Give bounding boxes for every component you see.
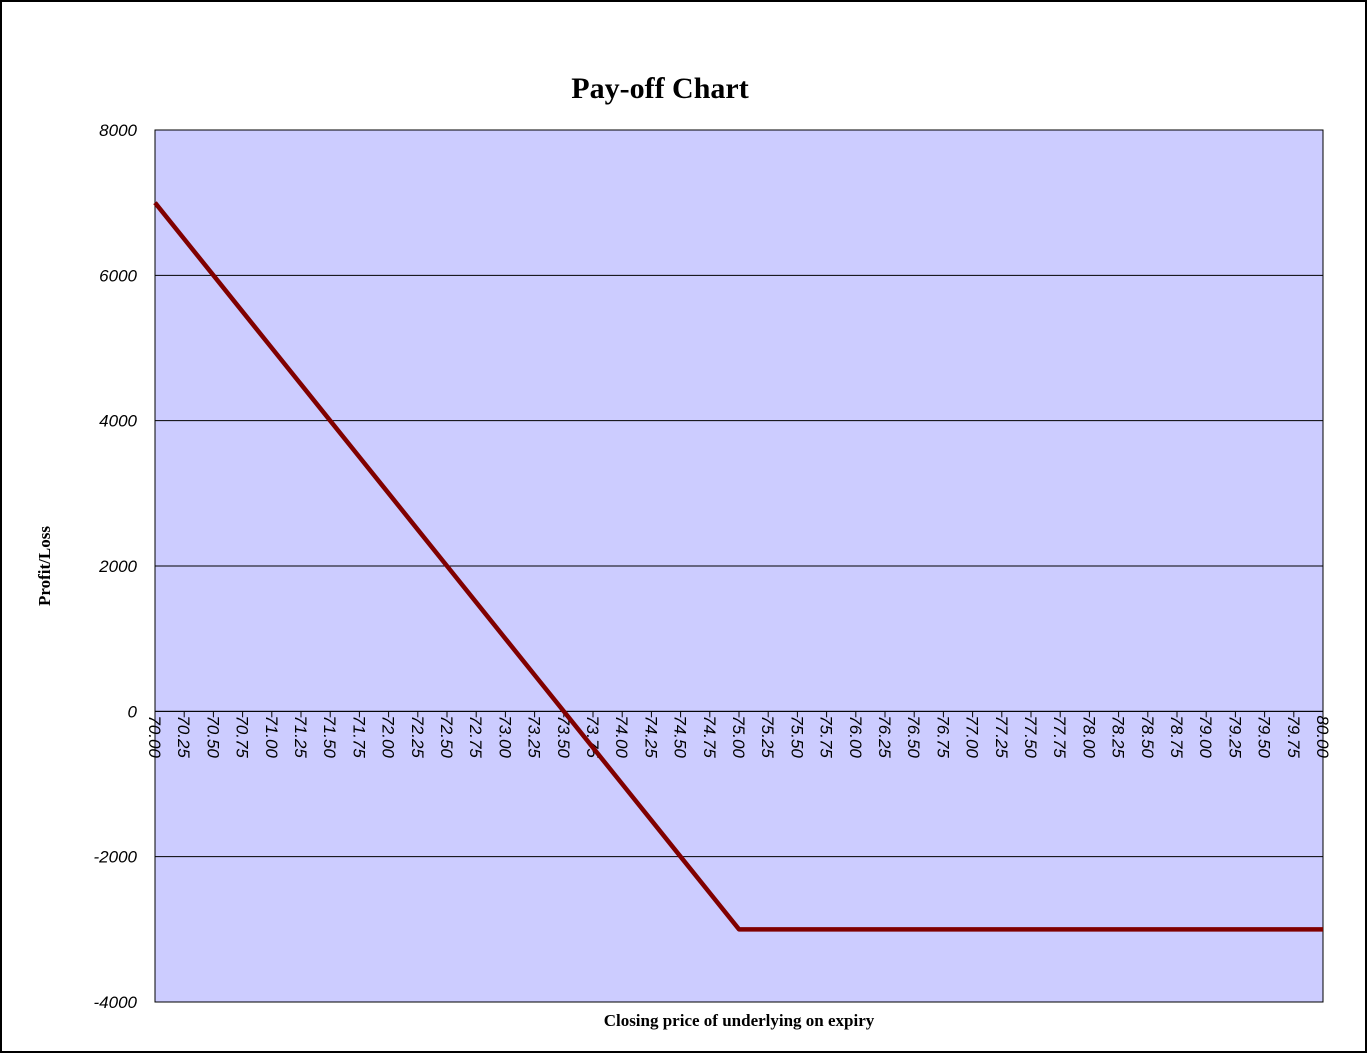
- y-tick-label: 0: [128, 702, 138, 721]
- x-tick-label: 70.50: [203, 715, 222, 758]
- x-tick-label: 75.50: [787, 715, 806, 758]
- x-tick-label: 75.00: [729, 715, 748, 758]
- x-tick-label: 78.50: [1138, 715, 1157, 758]
- x-tick-label: 74.75: [700, 715, 719, 758]
- x-tick-label: 72.25: [408, 715, 427, 758]
- x-tick-label: 80.00: [1313, 715, 1332, 758]
- x-tick-label: 74.00: [612, 715, 631, 758]
- x-tick-label: 73.75: [583, 715, 602, 758]
- x-tick-label: 72.50: [437, 715, 456, 758]
- x-tick-label: 70.25: [174, 715, 193, 758]
- y-tick-label: 2000: [98, 557, 137, 576]
- x-tick-label: 71.50: [320, 715, 339, 758]
- x-tick-label: 76.00: [846, 715, 865, 758]
- x-tick-label: 78.25: [1109, 715, 1128, 758]
- chart-title: Pay-off Chart: [571, 72, 748, 105]
- x-tick-label: 72.75: [466, 715, 485, 758]
- plot-border: [154, 129, 1324, 1003]
- x-tick-label: 74.50: [671, 715, 690, 758]
- x-tick-label: 73.50: [554, 715, 573, 758]
- x-tick-label: 79.00: [1196, 715, 1215, 758]
- x-tick-label: 73.25: [525, 715, 544, 758]
- y-tick-label: 4000: [99, 412, 137, 431]
- x-tick-label: 76.50: [904, 715, 923, 758]
- y-tick-label: 6000: [99, 266, 137, 285]
- x-tick-label: 77.25: [992, 715, 1011, 758]
- x-tick-label: 79.75: [1284, 715, 1303, 758]
- x-tick-label: 70.75: [233, 715, 252, 758]
- x-tick-label: 70.00: [145, 715, 164, 758]
- y-tick-label: -4000: [94, 993, 138, 1012]
- x-tick-label: 74.25: [641, 715, 660, 758]
- x-tick-label: 75.25: [758, 715, 777, 758]
- x-tick-label: 78.75: [1167, 715, 1186, 758]
- x-tick-label: 79.50: [1255, 715, 1274, 758]
- x-tick-label: 72.00: [379, 715, 398, 758]
- x-tick-label: 71.00: [262, 715, 281, 758]
- payoff-line: [153, 201, 1323, 932]
- y-axis-label: Profit/Loss: [35, 526, 54, 606]
- x-tick-label: 76.25: [875, 715, 894, 758]
- y-tick-label: 8000: [99, 121, 137, 140]
- x-tick-label: 77.50: [1021, 715, 1040, 758]
- x-tick-label: 76.75: [933, 715, 952, 758]
- x-tick-label: 71.75: [349, 715, 368, 758]
- x-tick-label: 71.25: [291, 715, 310, 758]
- x-tick-label: 77.75: [1050, 715, 1069, 758]
- y-tick-label: -2000: [94, 848, 138, 867]
- x-tick-label: 75.75: [817, 715, 836, 758]
- x-tick-label: 78.00: [1079, 715, 1098, 758]
- x-tick-label: 73.00: [495, 715, 514, 758]
- x-tick-label: 77.00: [963, 715, 982, 758]
- x-axis-label: Closing price of underlying on expiry: [604, 1011, 875, 1030]
- x-tick-label: 79.25: [1225, 715, 1244, 758]
